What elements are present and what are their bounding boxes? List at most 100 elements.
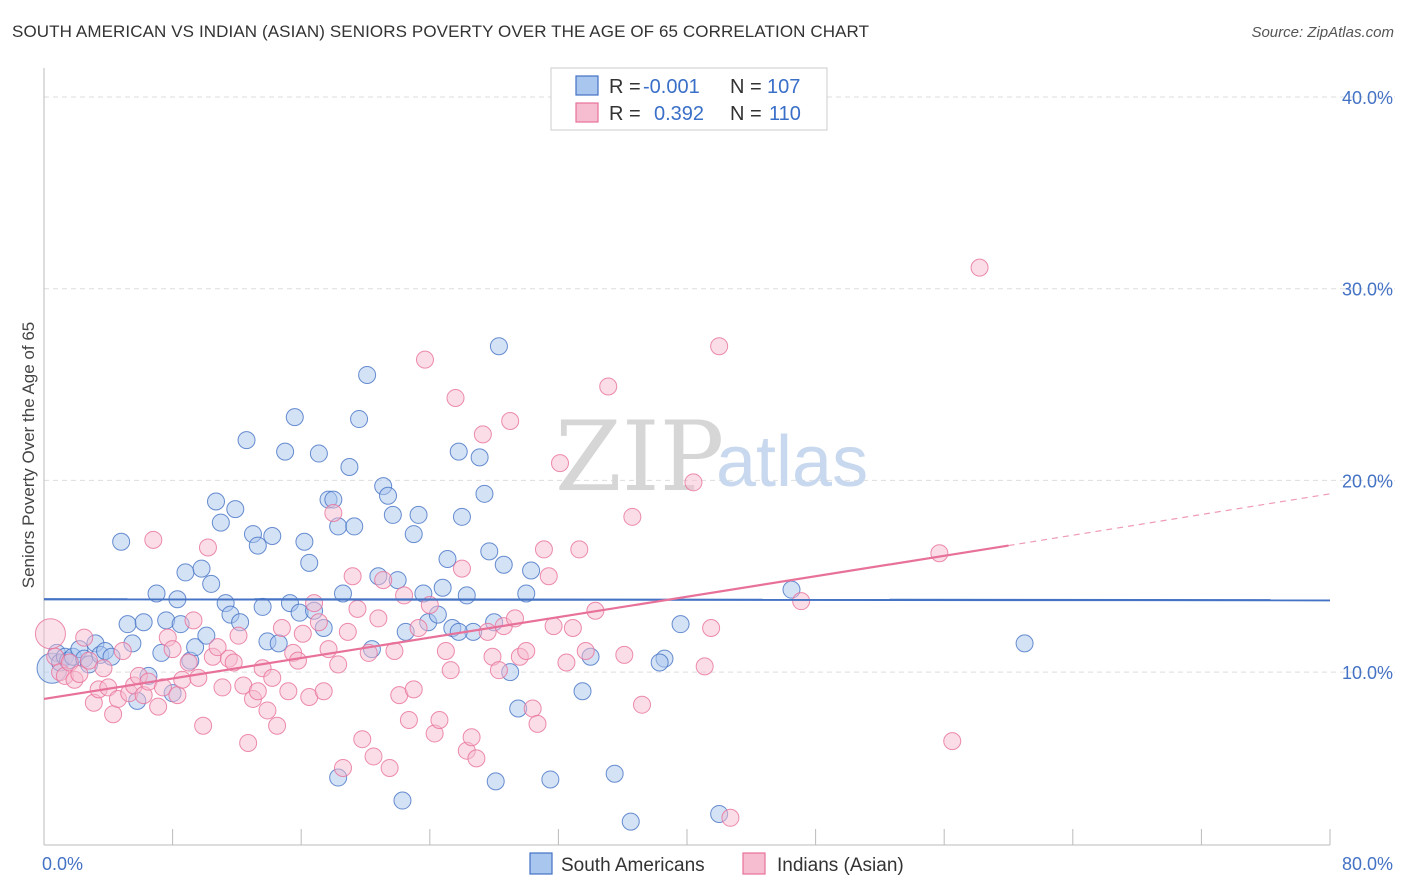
point-indian-asian bbox=[517, 642, 536, 661]
point-indian-asian bbox=[710, 337, 729, 356]
legend-n-label-1: N = bbox=[730, 76, 762, 98]
y-tick-labels: 10.0% 20.0% 30.0% 40.0% bbox=[1342, 88, 1393, 683]
point-indian-asian bbox=[364, 747, 383, 766]
point-indian-asian bbox=[395, 586, 414, 605]
point-indian-asian bbox=[369, 609, 388, 628]
point-indian-asian bbox=[272, 619, 291, 638]
point-indian-asian bbox=[213, 678, 232, 697]
point-south-american bbox=[211, 513, 230, 532]
point-south-american bbox=[621, 812, 640, 831]
axes bbox=[43, 68, 1331, 846]
point-indian-asian bbox=[557, 653, 576, 672]
point-indian-asian bbox=[632, 695, 651, 714]
bottom-legend-label-2: Indians (Asian) bbox=[777, 855, 904, 876]
point-south-american bbox=[350, 410, 369, 429]
y-tick-label: 30.0% bbox=[1342, 280, 1393, 300]
point-indian-asian bbox=[258, 701, 277, 720]
point-indian-asian bbox=[943, 732, 962, 751]
point-indian-asian bbox=[930, 544, 949, 563]
point-south-american bbox=[358, 365, 377, 384]
point-indian-asian bbox=[792, 592, 811, 611]
point-indian-asian bbox=[309, 613, 328, 632]
point-indian-asian bbox=[348, 599, 367, 618]
point-south-american bbox=[522, 561, 541, 580]
y-tick-label: 20.0% bbox=[1342, 471, 1393, 491]
point-south-american bbox=[438, 549, 457, 568]
point-south-american bbox=[475, 484, 494, 503]
point-indian-asian bbox=[184, 611, 203, 630]
point-indian-asian bbox=[189, 668, 208, 687]
point-south-american bbox=[605, 764, 624, 783]
point-south-american bbox=[470, 448, 489, 467]
point-south-american bbox=[263, 526, 282, 545]
watermark-zip: ZIP bbox=[555, 401, 724, 513]
point-south-american bbox=[409, 505, 428, 524]
point-indian-asian bbox=[173, 670, 192, 689]
point-indian-asian bbox=[430, 711, 449, 730]
point-south-american bbox=[269, 634, 288, 653]
y-axis-title: Seniors Poverty Over the Age of 65 bbox=[19, 322, 38, 588]
point-south-american bbox=[197, 626, 216, 645]
point-south-american bbox=[186, 638, 205, 657]
bottom-legend: South Americans Indians (Asian) bbox=[529, 852, 904, 876]
point-indian-asian bbox=[353, 730, 372, 749]
trend-lines bbox=[43, 493, 1331, 701]
point-indian-asian bbox=[721, 808, 740, 827]
legend-r-label-2: R = bbox=[609, 103, 641, 125]
point-south-american bbox=[202, 574, 221, 593]
y-tick-label: 40.0% bbox=[1342, 88, 1393, 108]
legend-n-value-2: 110 bbox=[769, 103, 801, 125]
scatter-points bbox=[34, 258, 1034, 831]
point-south-american bbox=[1015, 634, 1034, 653]
point-south-american bbox=[300, 553, 319, 572]
point-indian-asian bbox=[179, 653, 198, 672]
bottom-legend-swatch-blue bbox=[529, 852, 553, 875]
y-tick-label: 10.0% bbox=[1342, 663, 1393, 683]
point-indian-asian bbox=[404, 680, 423, 699]
point-indian-asian bbox=[60, 653, 79, 672]
x-tick-labels: 0.0% 80.0% bbox=[42, 854, 1393, 874]
point-south-american bbox=[309, 444, 328, 463]
point-south-american bbox=[134, 613, 153, 632]
point-indian-asian bbox=[467, 749, 486, 768]
point-indian-asian bbox=[338, 622, 357, 641]
point-indian-asian bbox=[239, 734, 258, 753]
point-south-american bbox=[489, 337, 508, 356]
point-indian-asian bbox=[436, 642, 455, 661]
trend-line-extension bbox=[1008, 493, 1331, 547]
point-indian-asian bbox=[570, 540, 589, 559]
point-indian-asian bbox=[343, 567, 362, 586]
point-indian-asian bbox=[615, 645, 634, 664]
point-south-american bbox=[494, 555, 513, 574]
point-south-american bbox=[449, 442, 468, 461]
gridlines bbox=[44, 96, 1395, 673]
point-indian-asian bbox=[473, 425, 492, 444]
point-indian-asian bbox=[163, 640, 182, 659]
legend-r-value-1: -0.001 bbox=[643, 76, 700, 98]
point-indian-asian bbox=[149, 697, 168, 716]
point-indian-asian bbox=[970, 258, 989, 277]
point-indian-asian bbox=[563, 619, 582, 638]
point-indian-asian bbox=[684, 473, 703, 492]
legend-r-value-2: 0.392 bbox=[654, 103, 704, 125]
point-south-american bbox=[345, 517, 364, 536]
point-south-american bbox=[340, 457, 359, 476]
point-indian-asian bbox=[399, 711, 418, 730]
point-south-american bbox=[433, 578, 452, 597]
point-indian-asian bbox=[34, 618, 66, 650]
point-indian-asian bbox=[623, 507, 642, 526]
point-indian-asian bbox=[94, 659, 113, 678]
point-indian-asian bbox=[324, 503, 343, 522]
point-indian-asian bbox=[446, 388, 465, 407]
point-south-american bbox=[404, 525, 423, 544]
point-indian-asian bbox=[539, 567, 558, 586]
legend-r-label-1: R = bbox=[609, 76, 641, 98]
x-tick-label: 80.0% bbox=[1342, 854, 1393, 874]
point-indian-asian bbox=[75, 628, 94, 647]
point-indian-asian bbox=[551, 454, 570, 473]
point-south-american bbox=[480, 542, 499, 561]
trend-line-indian-asian bbox=[43, 544, 1009, 701]
point-indian-asian bbox=[528, 714, 547, 733]
point-indian-asian bbox=[599, 377, 618, 396]
